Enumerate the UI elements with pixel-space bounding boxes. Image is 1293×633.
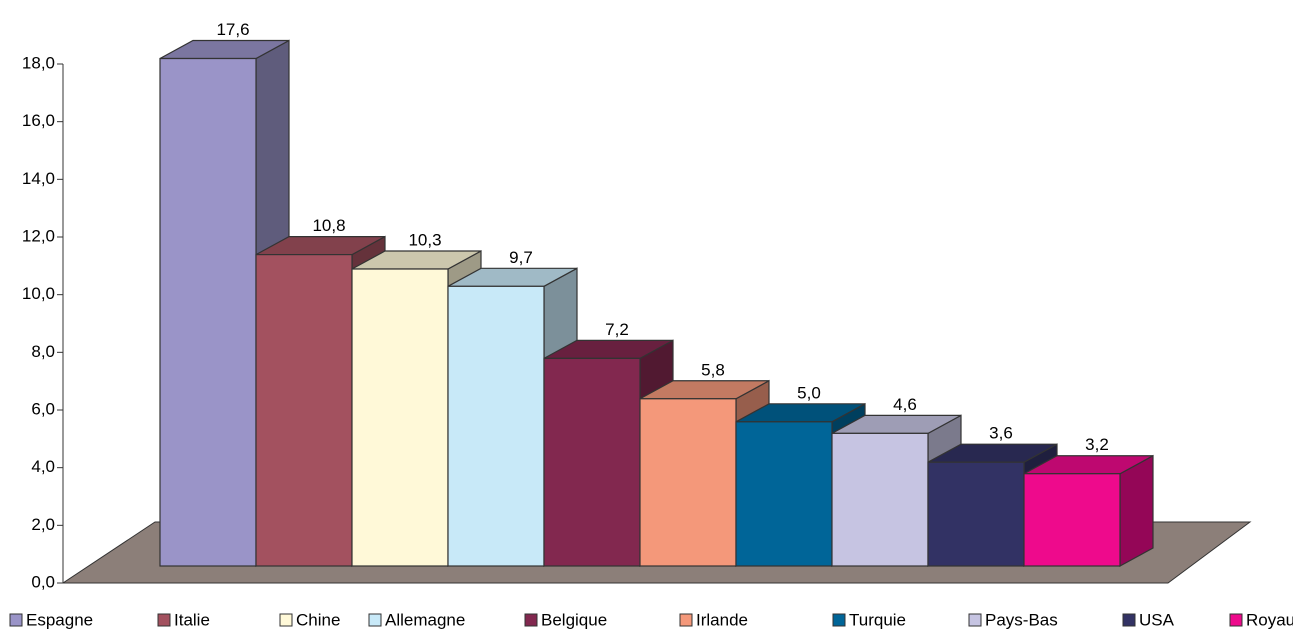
- data-label: 10,3: [408, 231, 441, 250]
- legend-label: Royaume-Uni: [1246, 610, 1293, 629]
- bar-side: [1119, 454, 1154, 568]
- y-tick-label: 4,0: [31, 457, 55, 476]
- data-label: 10,8: [312, 216, 345, 235]
- y-tick-label: 18,0: [22, 53, 55, 72]
- y-tick-label: 16,0: [22, 111, 55, 130]
- legend-swatch: [968, 613, 982, 627]
- y-tick-label: 14,0: [22, 169, 55, 188]
- data-label: 4,6: [893, 395, 917, 414]
- legend-swatch: [157, 613, 171, 627]
- legend-label: Allemagne: [385, 610, 465, 629]
- legend-label: Turquie: [849, 610, 906, 629]
- bar: [543, 357, 641, 567]
- legend-label: Pays-Bas: [985, 610, 1058, 629]
- bar: [351, 268, 449, 567]
- legend-swatch: [279, 613, 293, 627]
- data-label: 3,2: [1085, 435, 1109, 454]
- bar: [159, 57, 257, 567]
- legend-label: Irlande: [696, 610, 748, 629]
- data-label: 7,2: [605, 320, 629, 339]
- data-label: 3,6: [989, 424, 1013, 443]
- data-label: 17,6: [216, 20, 249, 39]
- data-label: 5,0: [797, 383, 821, 402]
- y-tick-label: 6,0: [31, 399, 55, 418]
- bar: [639, 398, 737, 567]
- y-tick-label: 8,0: [31, 342, 55, 361]
- legend-swatch: [524, 613, 538, 627]
- legend-swatch: [368, 613, 382, 627]
- legend-swatch: [679, 613, 693, 627]
- legend-label: Italie: [174, 610, 210, 629]
- bar: [927, 461, 1025, 567]
- bar: [831, 432, 929, 567]
- bar: [735, 421, 833, 567]
- bar: [1023, 473, 1121, 567]
- bar: [255, 254, 353, 567]
- legend-label: Chine: [296, 610, 340, 629]
- bar: [447, 285, 545, 567]
- data-label: 9,7: [509, 248, 533, 267]
- legend-swatch: [832, 613, 846, 627]
- legend-label: Espagne: [26, 610, 93, 629]
- y-tick-label: 2,0: [31, 515, 55, 534]
- y-tick-label: 10,0: [22, 284, 55, 303]
- legend-label: Belgique: [541, 610, 607, 629]
- legend-swatch: [9, 613, 23, 627]
- legend-label: USA: [1139, 610, 1175, 629]
- y-tick-label: 12,0: [22, 226, 55, 245]
- legend-swatch: [1122, 613, 1136, 627]
- y-tick-label: 0,0: [31, 572, 55, 591]
- legend-swatch: [1229, 613, 1243, 627]
- data-label: 5,8: [701, 360, 725, 379]
